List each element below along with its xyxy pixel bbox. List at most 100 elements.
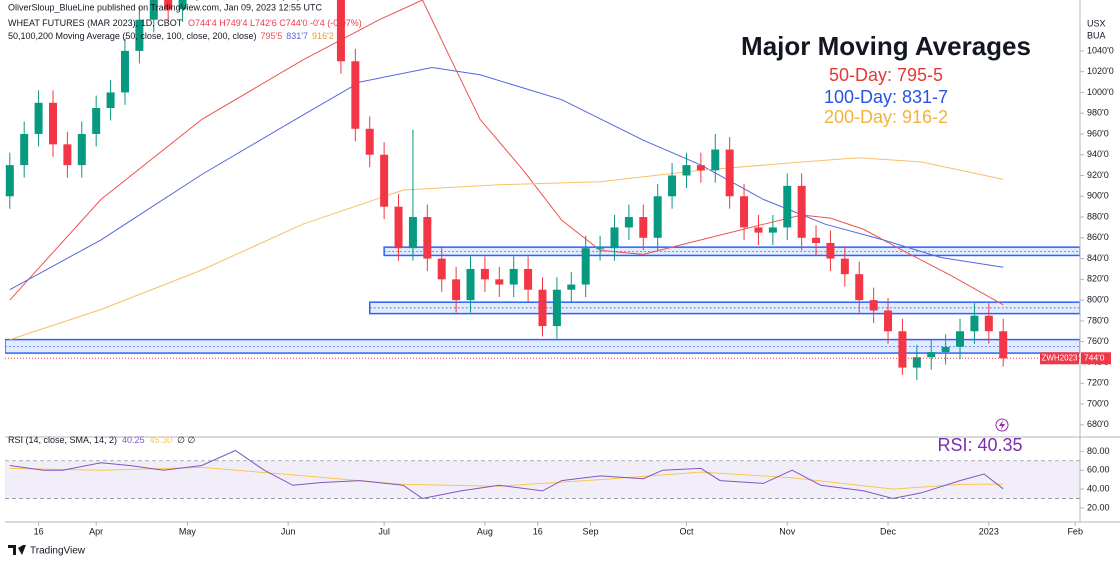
- candle-body: [941, 346, 950, 353]
- rsi-legend: RSI (14, close, SMA, 14, 2) 40.25 45.30 ∅ ∅: [8, 435, 195, 445]
- candle-body: [855, 274, 864, 301]
- y-tick-label: 980'0: [1087, 108, 1109, 118]
- candle-body: [653, 196, 662, 238]
- candle-body: [826, 243, 835, 259]
- candle-body: [740, 196, 749, 228]
- candle-body: [567, 284, 576, 290]
- candle-body: [452, 279, 461, 301]
- rsi-tick-label: 60.00: [1087, 465, 1110, 475]
- x-tick-label: Jun: [281, 526, 296, 536]
- rsi-tick-label: 80.00: [1087, 446, 1110, 456]
- candle-body: [164, 0, 173, 10]
- candle-body: [351, 61, 360, 129]
- rsi-band: [5, 460, 1080, 499]
- candle-body: [365, 128, 374, 155]
- candle-body: [408, 217, 417, 249]
- y-tick-label: 760'0: [1087, 336, 1109, 346]
- moving-average: [9, 0, 1004, 306]
- axis-header: USX: [1087, 18, 1106, 28]
- candle-body: [912, 357, 921, 368]
- rsi-tick-label: 20.00: [1087, 502, 1110, 512]
- y-tick-label: 680'0: [1087, 419, 1109, 429]
- rsi-line: [9, 449, 1004, 500]
- y-tick-label: 700'0: [1087, 398, 1109, 408]
- axis-header: BUA: [1087, 30, 1106, 40]
- rsi-tick-label: 40.00: [1087, 483, 1110, 493]
- candle-body: [423, 217, 432, 259]
- y-tick-label: 880'0: [1087, 211, 1109, 221]
- candle-body: [120, 50, 129, 93]
- moving-average: [9, 66, 1004, 291]
- annotation: 50-Day: 795-5: [829, 65, 943, 85]
- candle-body: [869, 300, 878, 311]
- x-tick-label: Aug: [477, 526, 493, 536]
- candle-body: [898, 331, 907, 368]
- symbol: WHEAT FUTURES (MAR 2023), 1D, CBOT: [8, 18, 183, 28]
- candle-body: [480, 268, 489, 280]
- candle-body: [380, 154, 389, 207]
- candle-body: [927, 352, 936, 358]
- rsi-extra: ∅ ∅: [177, 435, 195, 445]
- x-tick-label: Feb: [1067, 526, 1083, 536]
- y-tick-label: 940'0: [1087, 149, 1109, 159]
- ohlc: O744'4 H749'4 L742'6 C744'0 -0'4 (-0.07%…: [188, 18, 362, 28]
- y-tick-label: 820'0: [1087, 274, 1109, 284]
- y-tick-label: 840'0: [1087, 253, 1109, 263]
- symbol-box: [1040, 352, 1079, 365]
- candle-body: [552, 289, 561, 327]
- candle-body: [509, 268, 518, 285]
- x-tick-label: 2023: [979, 526, 999, 536]
- candle-body: [999, 331, 1008, 359]
- candle-body: [984, 315, 993, 332]
- ma-value: 795'5: [261, 31, 283, 41]
- rsi-annotation: RSI: 40.35: [937, 435, 1022, 455]
- candle-body: [106, 92, 115, 108]
- y-tick-label: 1020'0: [1087, 66, 1114, 76]
- y-tick-label: 920'0: [1087, 170, 1109, 180]
- footer: TradingView: [30, 546, 86, 557]
- x-tick-label: Dec: [880, 526, 897, 536]
- event-icon-bolt: [999, 420, 1005, 430]
- y-tick-label: 960'0: [1087, 128, 1109, 138]
- candle-body: [682, 165, 691, 176]
- symbol-label: ZWH2023: [1041, 353, 1078, 362]
- candle-body: [812, 237, 821, 243]
- symbol-line: WHEAT FUTURES (MAR 2023), 1D, CBOT O744'4…: [8, 18, 362, 28]
- candle-body: [970, 315, 979, 332]
- candle-body: [884, 310, 893, 332]
- x-tick-label: 16: [34, 526, 44, 536]
- candle-body: [596, 248, 605, 250]
- x-tick-label: Sep: [582, 526, 598, 536]
- y-tick-label: 860'0: [1087, 232, 1109, 242]
- price-box: [1081, 352, 1111, 365]
- candle-body: [394, 206, 403, 249]
- candle-body: [668, 175, 677, 197]
- zone: [368, 301, 1080, 315]
- ma-legend: 50,100,200 Moving Average (50, close, 10…: [8, 31, 334, 41]
- candle-body: [783, 185, 792, 228]
- x-tick-label: Apr: [89, 526, 103, 536]
- candle-body: [135, 19, 144, 51]
- candle-body: [48, 102, 57, 145]
- annotation: 200-Day: 916-2: [824, 107, 948, 127]
- price-pane: [5, 0, 1080, 381]
- y-tick-label: 720'0: [1087, 378, 1109, 388]
- candle-body: [20, 133, 29, 166]
- x-tick-label: May: [179, 526, 197, 536]
- ma-label: 50,100,200 Moving Average (50, close, 10…: [8, 31, 257, 41]
- candle-body: [437, 258, 446, 280]
- candle-body: [495, 279, 504, 285]
- candle-body: [639, 217, 648, 238]
- annotation: 100-Day: 831-7: [824, 87, 948, 107]
- moving-average: [9, 157, 1004, 341]
- candle-body: [524, 268, 533, 290]
- candle-body: [696, 165, 705, 171]
- candle-body: [538, 289, 547, 327]
- y-tick-label: 1000'0: [1087, 87, 1114, 97]
- candle-body: [77, 133, 86, 166]
- rsi-value: 45.30: [150, 435, 173, 445]
- candle-body: [754, 227, 763, 233]
- event-icon[interactable]: [995, 418, 1009, 432]
